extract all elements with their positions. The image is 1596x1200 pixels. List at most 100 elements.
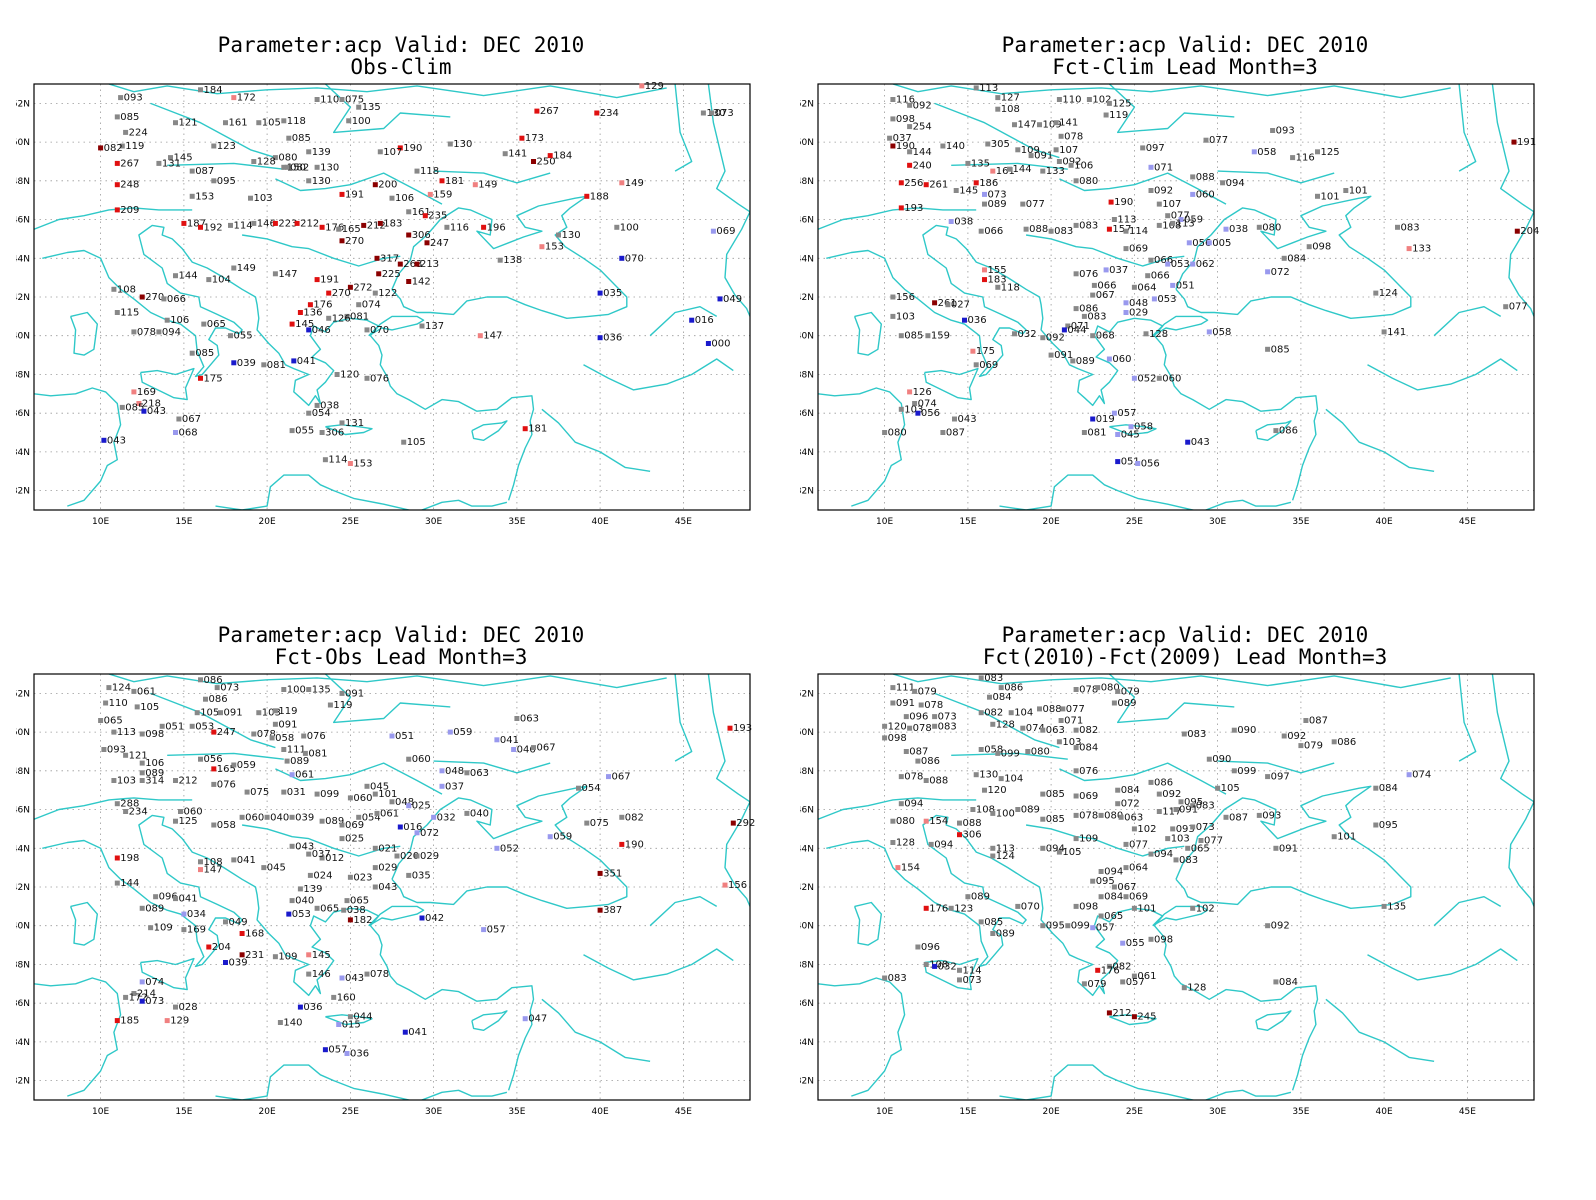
station-value: 083 [1179, 855, 1198, 866]
station-value: 099 [320, 789, 339, 800]
station-symbol [1012, 331, 1017, 337]
station-marker: 193 [898, 203, 923, 214]
station-value: 181 [445, 176, 464, 187]
station-symbol [1123, 246, 1129, 252]
station-marker: 055 [1120, 938, 1145, 949]
station-symbol [1095, 685, 1101, 691]
station-symbol [389, 799, 395, 805]
station-symbol [336, 226, 342, 232]
station-marker: 024 [307, 870, 332, 881]
station-value: 098 [896, 114, 915, 125]
station-value: 109 [278, 952, 297, 963]
station-symbol [1165, 836, 1171, 842]
coastline [150, 692, 276, 749]
coastline [1458, 84, 1477, 172]
station-symbol [1511, 139, 1517, 145]
station-value: 247 [217, 727, 236, 738]
station-symbol [306, 410, 312, 416]
station-marker: 066 [1091, 280, 1116, 291]
station-marker: 062 [1190, 259, 1215, 270]
station-symbol [940, 143, 946, 149]
station-value: 186 [979, 178, 998, 189]
station-symbol [1381, 903, 1387, 909]
station-symbol [372, 290, 378, 296]
station-symbol [705, 341, 711, 346]
station-marker: 169 [131, 387, 156, 398]
station-marker: 069 [1123, 244, 1148, 255]
station-marker: 061 [374, 808, 399, 819]
panel-subtitle: Obs-Clim [350, 55, 452, 79]
station-marker: 109 [1037, 120, 1062, 131]
station-value: 117 [1162, 807, 1181, 818]
station-symbol [1073, 793, 1079, 799]
station-symbol [952, 416, 957, 422]
station-marker: 141 [1053, 118, 1078, 129]
station-value: 147 [1018, 120, 1037, 131]
station-value: 079 [918, 686, 937, 697]
station-symbol [1148, 257, 1154, 263]
station-value: 073 [715, 108, 734, 119]
station-value: 153 [195, 191, 214, 202]
station-value: 020 [400, 851, 419, 862]
station-marker: 077 [1198, 836, 1223, 847]
station-symbol [1190, 174, 1196, 180]
station-value: 038 [1229, 224, 1248, 235]
station-symbol [98, 718, 104, 723]
station-symbol [1281, 733, 1287, 739]
station-symbol [1251, 149, 1257, 155]
station-value: 113 [979, 83, 998, 94]
station-marker: 116 [890, 95, 915, 106]
station-symbol [244, 789, 250, 795]
station-value: 065 [320, 903, 339, 914]
station-symbol [211, 729, 217, 735]
x-tick-label: 40E [1376, 517, 1393, 527]
station-symbol [923, 962, 929, 967]
x-tick-label: 30E [1209, 517, 1226, 527]
station-marker: 153 [347, 459, 372, 470]
station-marker: 175 [970, 346, 995, 357]
station-symbol [1265, 774, 1271, 780]
station-symbol [123, 994, 129, 1000]
station-value: 085 [1046, 789, 1065, 800]
station-symbol [556, 232, 561, 238]
x-tick-label: 25E [1126, 1107, 1143, 1117]
coastline [934, 692, 1060, 749]
station-value: 079 [1087, 979, 1106, 990]
station-symbol [890, 840, 896, 845]
station-marker: 083 [1395, 222, 1420, 233]
station-symbol [531, 159, 536, 164]
station-value: 066 [1097, 280, 1116, 291]
station-value: 087 [1229, 812, 1248, 823]
station-marker: 149 [472, 180, 497, 191]
station-symbol [1040, 923, 1046, 929]
station-symbol [1070, 358, 1076, 364]
station-value: 087 [195, 166, 214, 177]
station-marker: 084 [1373, 783, 1398, 794]
coastline [649, 306, 718, 337]
station-value: 036 [603, 333, 622, 344]
station-value: 072 [1121, 799, 1140, 810]
station-symbol [447, 141, 453, 147]
station-value: 076 [370, 373, 389, 384]
station-marker: 212 [361, 220, 386, 231]
station-marker: 145 [289, 319, 314, 330]
station-value: 086 [209, 694, 228, 705]
station-symbol [364, 971, 370, 977]
station-marker: 073 [957, 975, 982, 986]
station-marker: 130 [306, 176, 331, 187]
coastline [1255, 1010, 1292, 1031]
station-marker: 095 [1178, 797, 1203, 808]
station-symbol [1081, 981, 1087, 987]
station-symbol [1198, 838, 1204, 843]
station-value: 156 [728, 880, 747, 891]
coastline [923, 957, 979, 991]
station-value: 116 [896, 95, 915, 106]
station-marker: 053 [189, 721, 214, 732]
station-symbol [990, 931, 996, 936]
station-marker: 058 [1206, 327, 1231, 338]
station-marker: 066 [161, 294, 186, 305]
station-symbol [231, 95, 237, 101]
station-marker: 103 [248, 193, 273, 204]
x-tick-label: 35E [508, 1107, 525, 1117]
station-value: 067 [612, 772, 631, 783]
